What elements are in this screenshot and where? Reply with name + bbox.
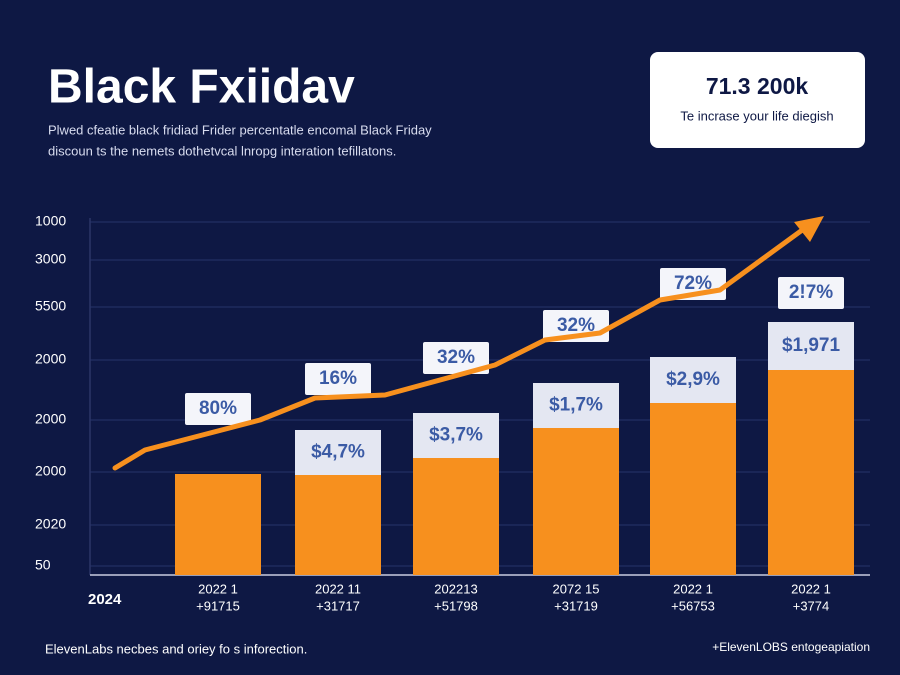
percent-label: 32% <box>437 347 475 368</box>
percent-label: 16% <box>319 368 357 389</box>
amount-box <box>768 322 854 370</box>
amount-label: $1,971 <box>782 335 841 356</box>
percent-label: 32% <box>557 315 595 336</box>
callout-box <box>650 52 865 148</box>
x-label: +3774 <box>793 598 830 613</box>
y-label: 2020 <box>35 516 66 532</box>
callout-value: 71.3 200k <box>706 73 809 99</box>
amount-label: $4,7% <box>311 442 365 463</box>
x-label: +91715 <box>196 598 240 613</box>
amount-label: $3,7% <box>429 425 483 446</box>
x-label: +31719 <box>554 598 598 613</box>
bar <box>175 474 261 575</box>
bar <box>650 403 736 575</box>
bar <box>413 458 499 575</box>
amount-label: $2,9% <box>666 369 720 390</box>
x-label: 2072 15 <box>553 581 600 596</box>
x-label: 202213 <box>434 581 477 596</box>
y-label: 2000 <box>35 351 66 367</box>
x-label: +51798 <box>434 598 478 613</box>
x-label: +31717 <box>316 598 360 613</box>
bar <box>295 475 381 575</box>
percent-box <box>185 393 251 425</box>
y-label: 2000 <box>35 463 66 479</box>
subtitle: discoun ts the nemets dothetvcal lnropg … <box>48 143 396 158</box>
percent-label: 80% <box>199 398 237 419</box>
x-label: 2022 1 <box>673 581 713 596</box>
subtitle: Plwed cfeatie black fridiad Frider perce… <box>48 122 432 137</box>
trend-arrow <box>112 225 808 471</box>
y-label: 50 <box>35 557 51 573</box>
amount-box <box>533 383 619 428</box>
bar <box>533 428 619 575</box>
percent-box <box>778 277 844 309</box>
amount-label: $1,7% <box>549 395 603 416</box>
y-label: 3000 <box>35 251 66 267</box>
corner-label: 2024 <box>88 591 122 608</box>
amount-box <box>650 357 736 403</box>
x-label: 2022 1 <box>198 581 238 596</box>
percent-label: 72% <box>674 273 712 294</box>
x-label: +56753 <box>671 598 715 613</box>
percent-box <box>305 363 371 395</box>
footer-left: ElevenLabs necbes and oriey fo s inforec… <box>45 641 307 656</box>
x-label: 2022 11 <box>315 581 361 596</box>
percent-box <box>423 342 489 374</box>
y-label: 1000 <box>35 213 66 229</box>
title: Black Fxiidav <box>48 61 355 114</box>
amount-box <box>413 413 499 458</box>
footer-right: +ElevenLOBS entogeapiation <box>712 640 870 654</box>
percent-label: 2!7% <box>789 282 833 303</box>
amount-box <box>295 430 381 475</box>
callout-text: Te incrase your life diegish <box>680 108 833 123</box>
y-label: 2000 <box>35 411 66 427</box>
x-label: 2022 1 <box>791 581 831 596</box>
arrow-head <box>794 216 824 242</box>
bar <box>768 370 854 575</box>
y-label: 5500 <box>35 298 66 314</box>
